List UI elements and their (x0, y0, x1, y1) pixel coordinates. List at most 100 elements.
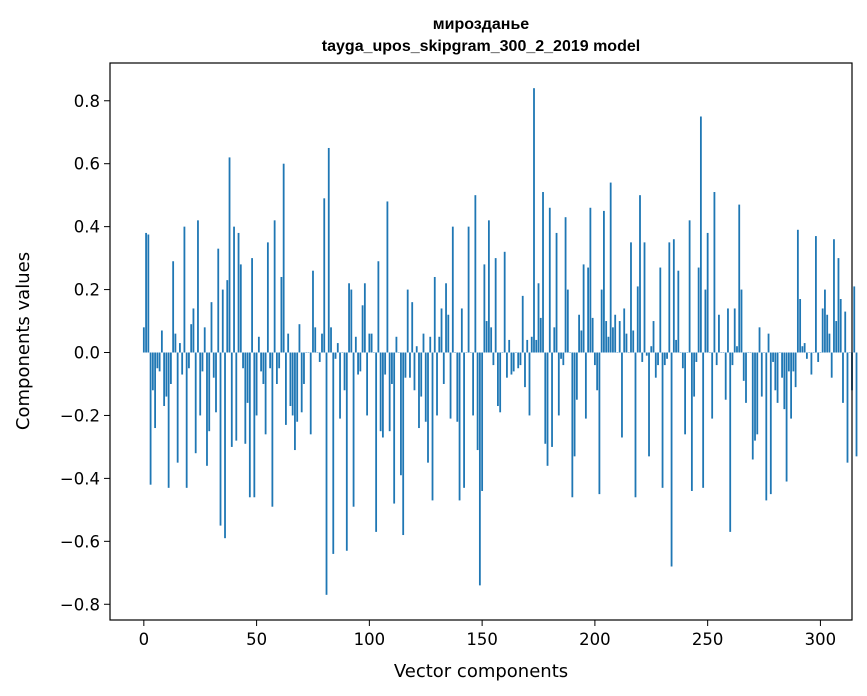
bar (409, 352, 411, 378)
bar (194, 352, 197, 454)
bar (242, 352, 244, 369)
bar (625, 333, 628, 353)
bar (830, 352, 833, 378)
bar (447, 314, 450, 353)
bar (663, 352, 666, 366)
bar (711, 352, 714, 419)
plot-frame (109, 62, 853, 621)
bar (422, 333, 425, 353)
bar (672, 239, 675, 353)
bar (303, 352, 305, 384)
bar (713, 192, 716, 353)
bar (799, 299, 802, 353)
bar (391, 352, 393, 384)
bar (149, 352, 152, 485)
bar (400, 352, 402, 476)
bar (436, 352, 438, 416)
bar (235, 352, 238, 441)
bar (145, 232, 147, 353)
bar (695, 352, 698, 362)
bar (751, 352, 754, 460)
chart-subtitle: tayga_upos_skipgram_300_2_2019 model (322, 38, 640, 55)
bar (603, 210, 605, 353)
bar (587, 267, 590, 353)
bar (339, 352, 341, 419)
bar (618, 321, 621, 353)
bar (460, 308, 463, 353)
bar (555, 232, 558, 353)
bar (314, 327, 317, 353)
x-axis-label: Vector components (394, 661, 568, 682)
bar (343, 352, 346, 391)
bar (158, 352, 161, 372)
bar (855, 352, 858, 457)
bar (785, 352, 788, 482)
bar (546, 352, 549, 466)
bar (467, 226, 470, 353)
bar (172, 261, 175, 353)
bar (424, 352, 427, 422)
bar (160, 330, 163, 353)
bar (420, 352, 423, 397)
bar (325, 352, 328, 595)
bar (508, 339, 511, 353)
bar (580, 330, 583, 353)
bar (517, 352, 520, 369)
bar (575, 352, 578, 400)
bar (736, 346, 738, 353)
bar (255, 352, 258, 416)
y-tick-label: 0.8 (74, 92, 100, 111)
chart-title: мирозданье (433, 16, 530, 33)
bar (506, 352, 508, 378)
bar (165, 352, 168, 397)
bar (681, 352, 684, 369)
bar (481, 352, 484, 491)
bar (571, 352, 574, 498)
bar (634, 352, 637, 498)
bar (221, 289, 224, 353)
bar (433, 276, 436, 353)
bar (192, 308, 195, 353)
bar (639, 195, 641, 353)
bar (582, 264, 585, 353)
bar (368, 333, 371, 353)
bar (490, 327, 493, 353)
bar (817, 352, 820, 362)
bar (846, 352, 849, 463)
bars-group (142, 88, 858, 595)
bar (458, 352, 461, 501)
bar (621, 352, 623, 438)
bar (291, 352, 294, 416)
bar (248, 352, 251, 498)
bar (706, 232, 709, 353)
y-tick-label: −0.8 (60, 595, 100, 614)
bar (478, 352, 481, 586)
bar (352, 352, 355, 507)
bar (776, 352, 779, 403)
bar (280, 276, 283, 353)
x-tick-label: 150 (466, 630, 498, 649)
x-tick-label: 0 (139, 630, 150, 649)
bar (357, 352, 359, 375)
bar (294, 352, 296, 451)
bar (630, 242, 632, 353)
y-tick-label: −0.4 (60, 469, 100, 488)
bar (659, 267, 662, 353)
bar (197, 220, 199, 353)
bar (323, 198, 326, 353)
bar (756, 352, 759, 435)
bar (557, 352, 560, 416)
y-tick-label: −0.6 (60, 532, 100, 551)
bar (415, 346, 418, 353)
bar (219, 352, 222, 526)
bar (650, 346, 653, 353)
bar (226, 280, 229, 353)
bar (677, 270, 680, 353)
bar (431, 352, 434, 501)
bar (332, 352, 335, 554)
bar (835, 321, 838, 353)
bar (445, 283, 447, 353)
bar (560, 352, 562, 359)
bar (593, 352, 596, 366)
